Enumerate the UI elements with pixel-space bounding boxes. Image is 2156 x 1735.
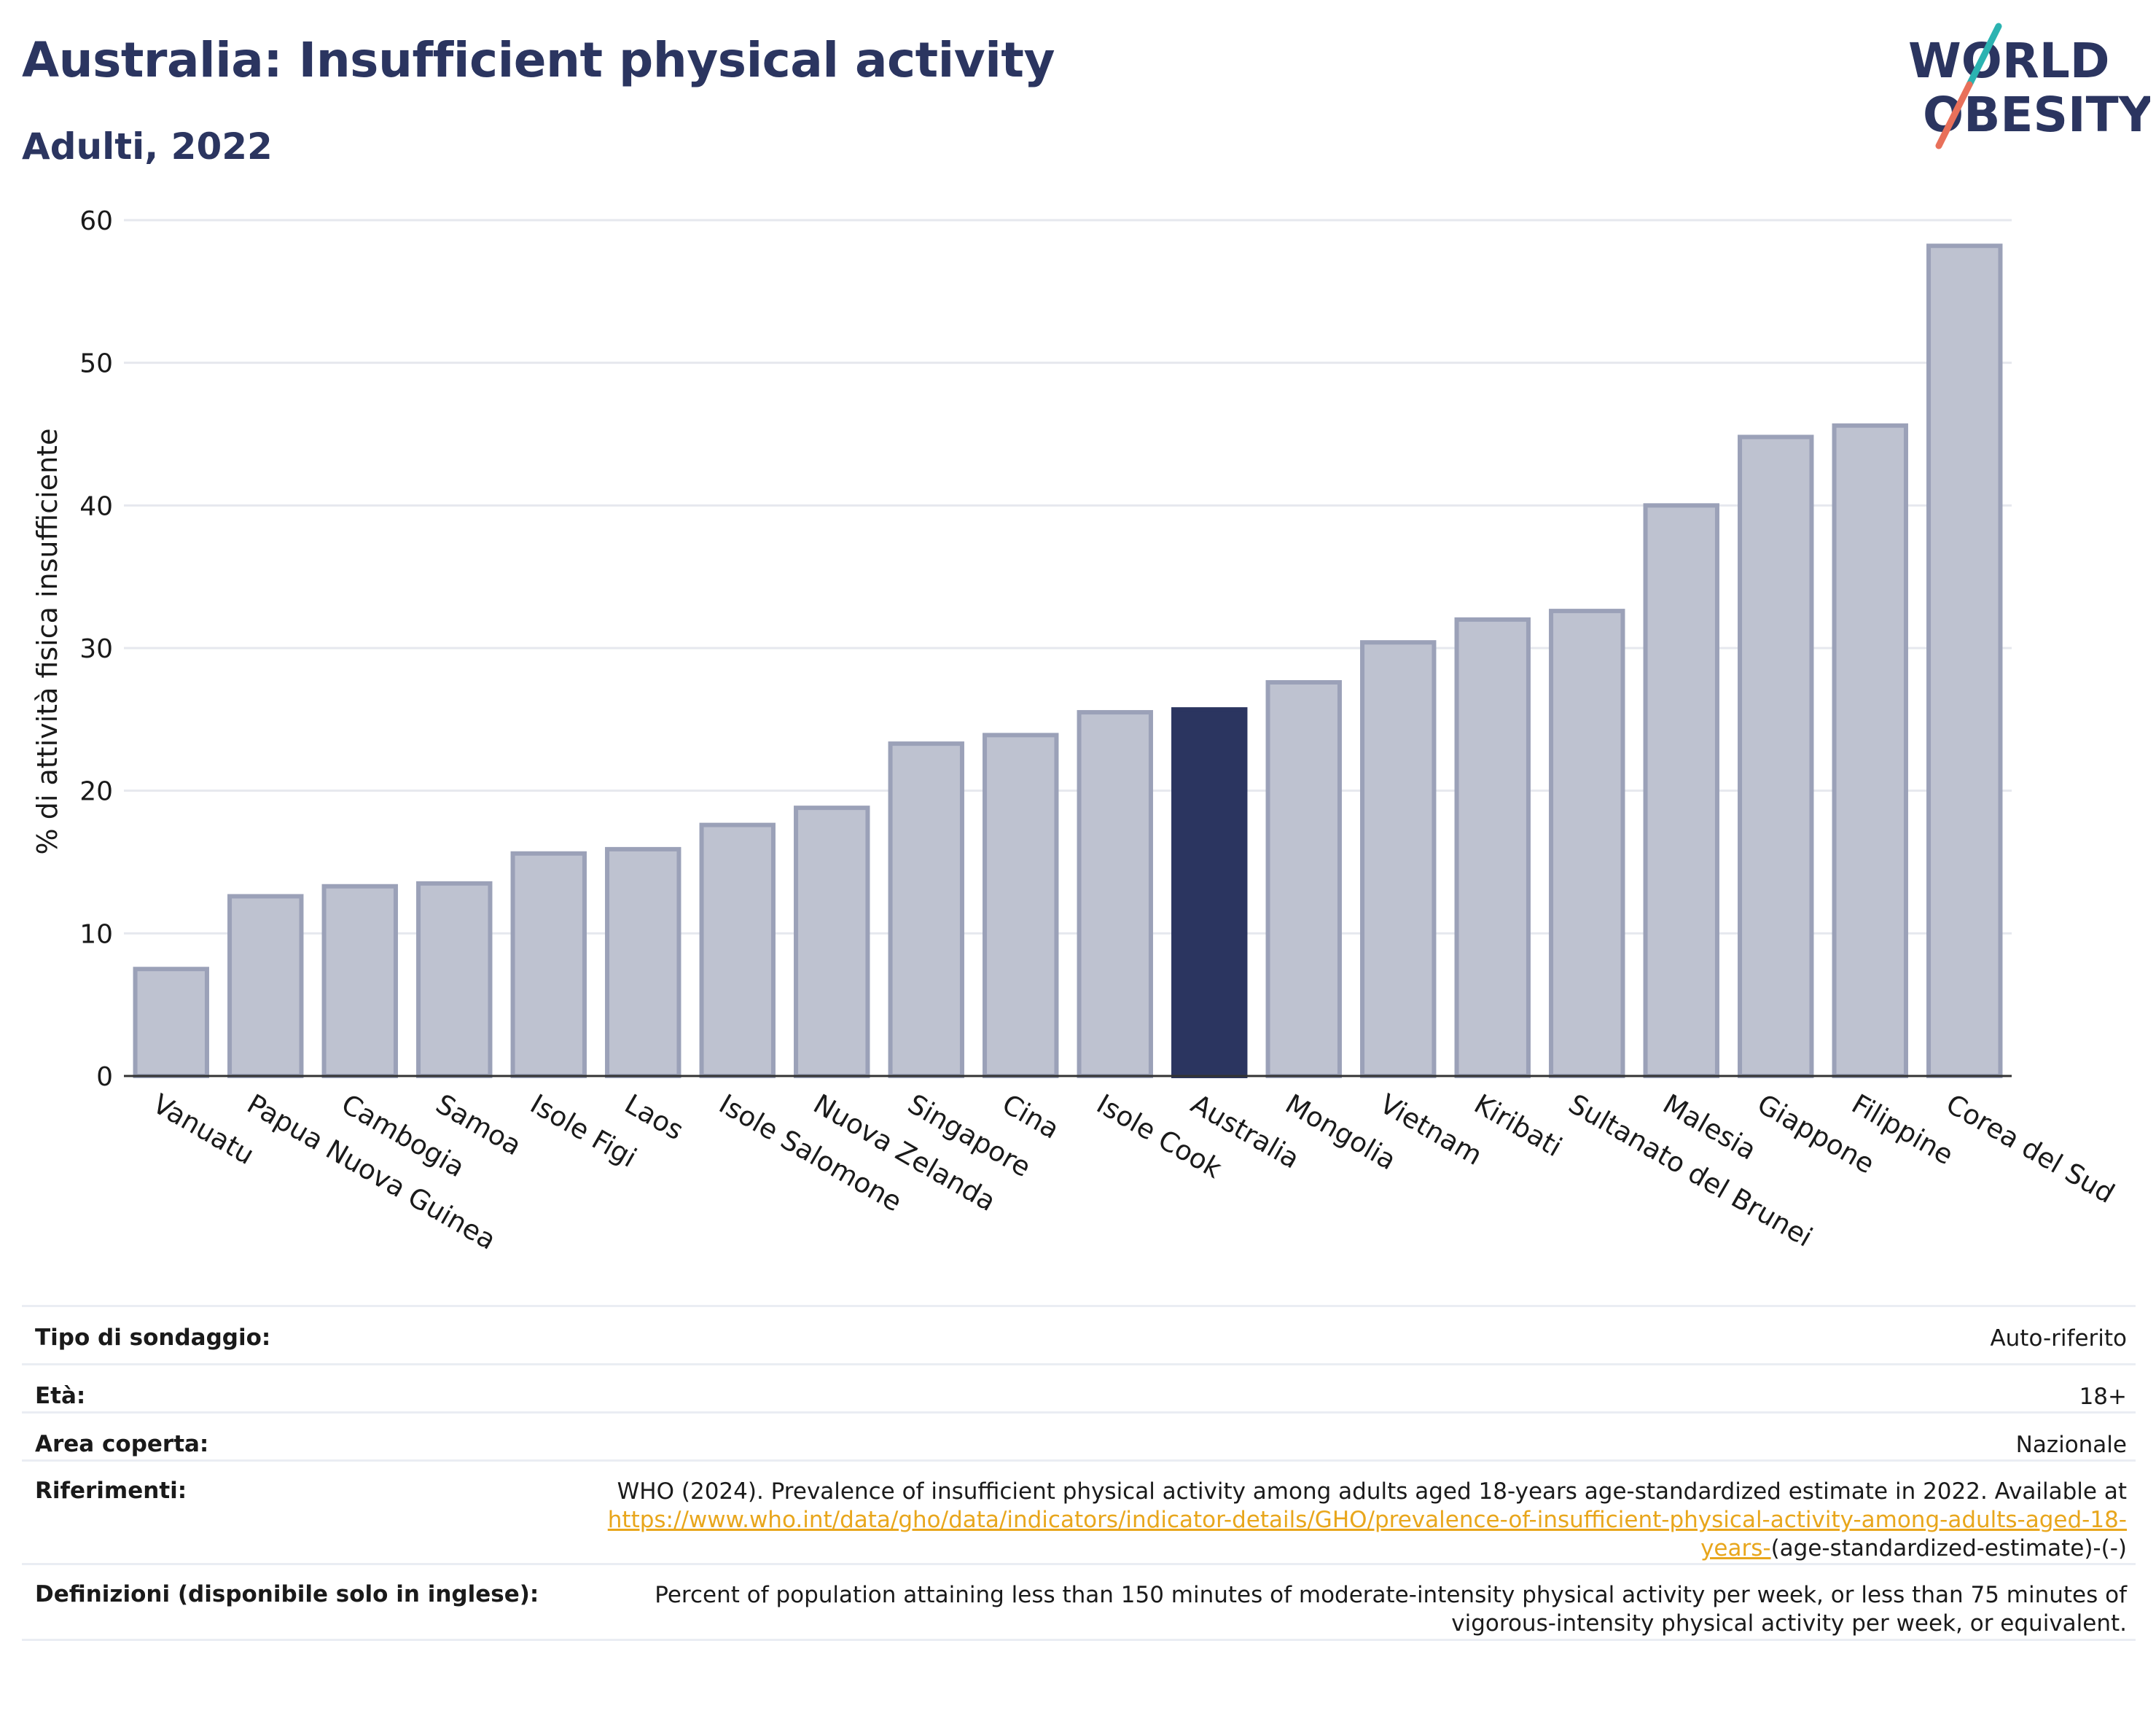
x-tick-label: Corea del Sud — [1941, 1088, 2120, 1210]
x-tick-label: Laos — [620, 1088, 689, 1147]
bar-giappone[interactable] — [1738, 434, 1814, 1078]
reference-link[interactable]: https://www.who.int/data/gho/data/indica… — [607, 1507, 2127, 1562]
bar-mongolia[interactable] — [1265, 679, 1342, 1078]
info-value: Nazionale — [605, 1411, 2136, 1461]
bar-isole-cook[interactable] — [1077, 710, 1153, 1078]
logo-teal-stroke — [1966, 23, 2002, 88]
chart-title: Australia: Insufficient physical activit… — [22, 32, 1055, 88]
y-tick-label: 50 — [79, 349, 113, 379]
bar-filippine[interactable] — [1832, 423, 1908, 1078]
info-row-area: Area coperta: Nazionale — [22, 1411, 2136, 1461]
logo-line1: WORLD — [1908, 33, 2110, 89]
bar-cambogia[interactable] — [321, 884, 398, 1078]
bar-isole-salomone[interactable] — [699, 822, 776, 1078]
bar-samoa[interactable] — [416, 881, 493, 1078]
info-label: Area coperta: — [22, 1411, 605, 1461]
x-tick-label: Kiribati — [1469, 1088, 1567, 1163]
info-label: Tipo di sondaggio: — [22, 1305, 605, 1365]
bar-vietnam[interactable] — [1360, 640, 1437, 1078]
chart-subtitle: Adulti, 2022 — [22, 125, 273, 168]
bars — [124, 243, 2012, 1079]
bar-cina[interactable] — [983, 733, 1059, 1079]
reference-text: WHO (2024). Prevalence of insufficient p… — [617, 1478, 2127, 1505]
bar-isole-figi[interactable] — [510, 851, 587, 1078]
y-tick-label: 40 — [79, 491, 113, 521]
bar-corea-del-sud[interactable] — [1926, 243, 2003, 1079]
info-value: Auto-riferito — [605, 1305, 2136, 1365]
info-table: Tipo di sondaggio: Auto-riferito Età: 18… — [22, 1305, 2136, 1641]
y-tick-label: 20 — [79, 777, 113, 807]
bar-australia[interactable] — [1171, 707, 1248, 1078]
info-row-references: Riferimenti: WHO (2024). Prevalence of i… — [22, 1459, 2136, 1564]
bar-malesia[interactable] — [1643, 503, 1719, 1079]
reference-suffix: (age-standardized-estimate)-(-) — [1770, 1535, 2127, 1562]
y-axis-ticks: 0 10 20 30 40 50 60 — [79, 206, 113, 1092]
gridlines — [124, 219, 2012, 1077]
x-tick-label: Cina — [997, 1088, 1065, 1145]
bar-sultanato-del-brunei[interactable] — [1549, 609, 1625, 1078]
logo-coral-stroke — [1935, 81, 1973, 149]
bar-kiribati[interactable] — [1454, 617, 1531, 1078]
y-axis-label: % di attività fisica insufficiente — [31, 429, 63, 855]
bar-singapore[interactable] — [888, 741, 964, 1078]
info-label: Età: — [22, 1363, 605, 1413]
world-obesity-logo: WORLD OBESITY — [1908, 23, 2150, 149]
y-tick-label: 60 — [79, 206, 113, 236]
y-tick-label: 0 — [96, 1062, 113, 1092]
info-label: Definizioni (disponibile solo in inglese… — [22, 1563, 605, 1641]
y-tick-label: 10 — [79, 919, 113, 949]
bar-papua-nuova-guinea[interactable] — [227, 894, 304, 1079]
info-value: WHO (2024). Prevalence of insufficient p… — [605, 1459, 2136, 1564]
info-value: 18+ — [605, 1363, 2136, 1413]
x-tick-label: Isole Figi — [525, 1088, 641, 1174]
info-row-definitions: Definizioni (disponibile solo in inglese… — [22, 1563, 2136, 1641]
info-row-survey-type: Tipo di sondaggio: Auto-riferito — [22, 1305, 2136, 1365]
info-label: Riferimenti: — [22, 1459, 605, 1564]
bar-laos[interactable] — [605, 846, 681, 1078]
info-value: Percent of population attaining less tha… — [605, 1563, 2136, 1641]
y-tick-label: 30 — [79, 634, 113, 664]
x-tick-label: Vanuatu — [147, 1088, 259, 1171]
bar-nuova-zelanda[interactable] — [794, 806, 870, 1078]
info-row-age: Età: 18+ — [22, 1363, 2136, 1413]
bar-vanuatu[interactable] — [133, 967, 209, 1078]
